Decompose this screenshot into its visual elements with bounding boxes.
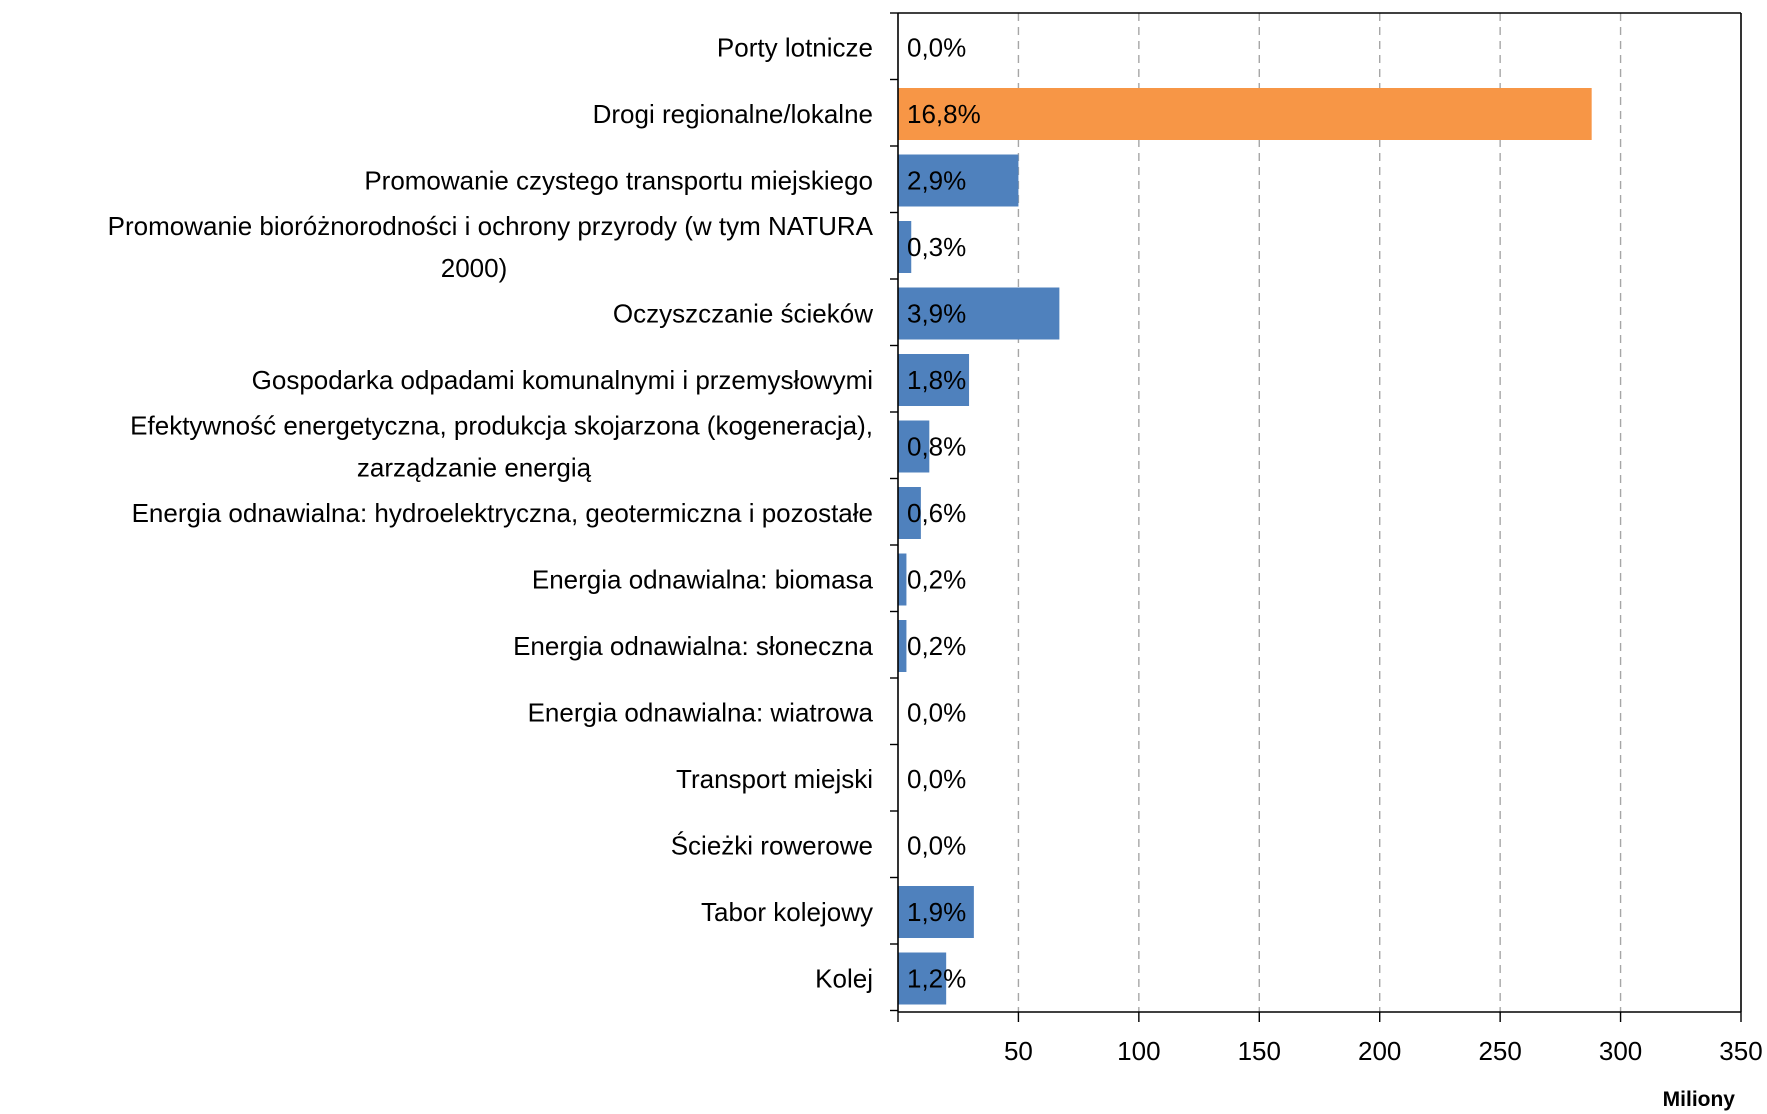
bar: [898, 553, 907, 606]
data-label: 0,8%: [907, 432, 966, 462]
data-label: 2,9%: [907, 166, 966, 196]
data-labels: 0,0% 16,8% 2,9% 0,3% 3,9% 1,8% 0,8% 0,6% 0,2% 0,2…: [907, 33, 981, 994]
category-label: Promowanie bioróżnorodności i ochrony pr…: [108, 211, 874, 283]
bar: [898, 88, 1592, 140]
category-label-line: Promowanie czystego transportu miejskieg…: [364, 166, 873, 196]
bar: [898, 354, 970, 406]
category-label-line: Ścieżki rowerowe: [671, 831, 873, 861]
data-label: 0,3%: [907, 232, 966, 262]
category-label: Ścieżki rowerowe: [671, 831, 873, 861]
x-tick-label: 300: [1599, 1036, 1642, 1066]
category-label-line: Energia odnawialna: hydroelektryczna, ge…: [132, 498, 873, 528]
category-label: Drogi regionalne/lokalne: [593, 99, 873, 129]
category-label: Gospodarka odpadami komunalnymi i przemy…: [252, 365, 873, 395]
category-label: Tabor kolejowy: [701, 897, 873, 927]
data-label: 1,2%: [907, 964, 966, 994]
x-tick-label: 200: [1358, 1036, 1401, 1066]
data-label: 3,9%: [907, 299, 966, 329]
category-label-line: Energia odnawialna: wiatrowa: [528, 698, 874, 728]
axes: [890, 12, 1742, 1022]
bar: [898, 620, 907, 672]
x-tick-label: 50: [1004, 1036, 1033, 1066]
category-label-line: Kolej: [815, 964, 873, 994]
category-label: Oczyszczanie ścieków: [613, 299, 873, 329]
category-label-line: Gospodarka odpadami komunalnymi i przemy…: [252, 365, 873, 395]
category-label-line: 2000): [441, 253, 508, 283]
x-tick-label: 100: [1117, 1036, 1160, 1066]
category-label-line: Energia odnawialna: słoneczna: [513, 631, 873, 661]
bars: [898, 88, 1592, 1005]
category-label: Energia odnawialna: biomasa: [532, 565, 874, 595]
category-label: Energia odnawialna: słoneczna: [513, 631, 873, 661]
bar: [898, 221, 912, 273]
gridlines: [1017, 13, 1742, 1012]
x-tick-label: 250: [1478, 1036, 1521, 1066]
category-label-line: Transport miejski: [676, 764, 873, 794]
data-label: 0,0%: [907, 764, 966, 794]
x-tick-label: 150: [1238, 1036, 1281, 1066]
data-label: 0,0%: [907, 33, 966, 63]
bar: [898, 154, 1019, 207]
bar: [898, 886, 974, 938]
data-label: 16,8%: [907, 99, 981, 129]
bar: [898, 420, 930, 473]
x-tick-labels: 50 100 150 200 250 300 350: [1004, 1036, 1763, 1066]
data-label: 1,9%: [907, 897, 966, 927]
category-label-line: Drogi regionalne/lokalne: [593, 99, 873, 129]
category-label-line: Oczyszczanie ścieków: [613, 299, 873, 329]
bar: [898, 952, 947, 1005]
bar: [898, 487, 921, 539]
x-axis-unit-label: Miliony: [1663, 1088, 1736, 1111]
data-label: 0,6%: [907, 498, 966, 528]
bar: [898, 287, 1060, 340]
data-label: 0,0%: [907, 831, 966, 861]
category-label-line: Tabor kolejowy: [701, 897, 873, 927]
category-label-line: Promowanie bioróżnorodności i ochrony pr…: [108, 211, 874, 241]
category-label: Efektywność energetyczna, produkcja skoj…: [130, 411, 873, 483]
category-label: Porty lotnicze: [717, 33, 873, 63]
category-label: Promowanie czystego transportu miejskieg…: [364, 166, 873, 196]
category-label: Kolej: [815, 964, 873, 994]
x-tick-label: 350: [1719, 1036, 1762, 1066]
category-label-line: Efektywność energetyczna, produkcja skoj…: [130, 411, 873, 441]
category-labels: Porty lotnicze Drogi regionalne/lokalne Pr…: [108, 33, 874, 994]
category-label: Transport miejski: [676, 764, 873, 794]
category-label-line: Energia odnawialna: biomasa: [532, 565, 874, 595]
category-label: Energia odnawialna: wiatrowa: [528, 698, 874, 728]
category-label: Energia odnawialna: hydroelektryczna, ge…: [132, 498, 873, 528]
data-label: 0,2%: [907, 565, 966, 595]
data-label: 0,2%: [907, 631, 966, 661]
category-label-line: Porty lotnicze: [717, 33, 873, 63]
category-label-line: zarządzanie energią: [357, 453, 592, 483]
data-label: 0,0%: [907, 698, 966, 728]
data-label: 1,8%: [907, 365, 966, 395]
